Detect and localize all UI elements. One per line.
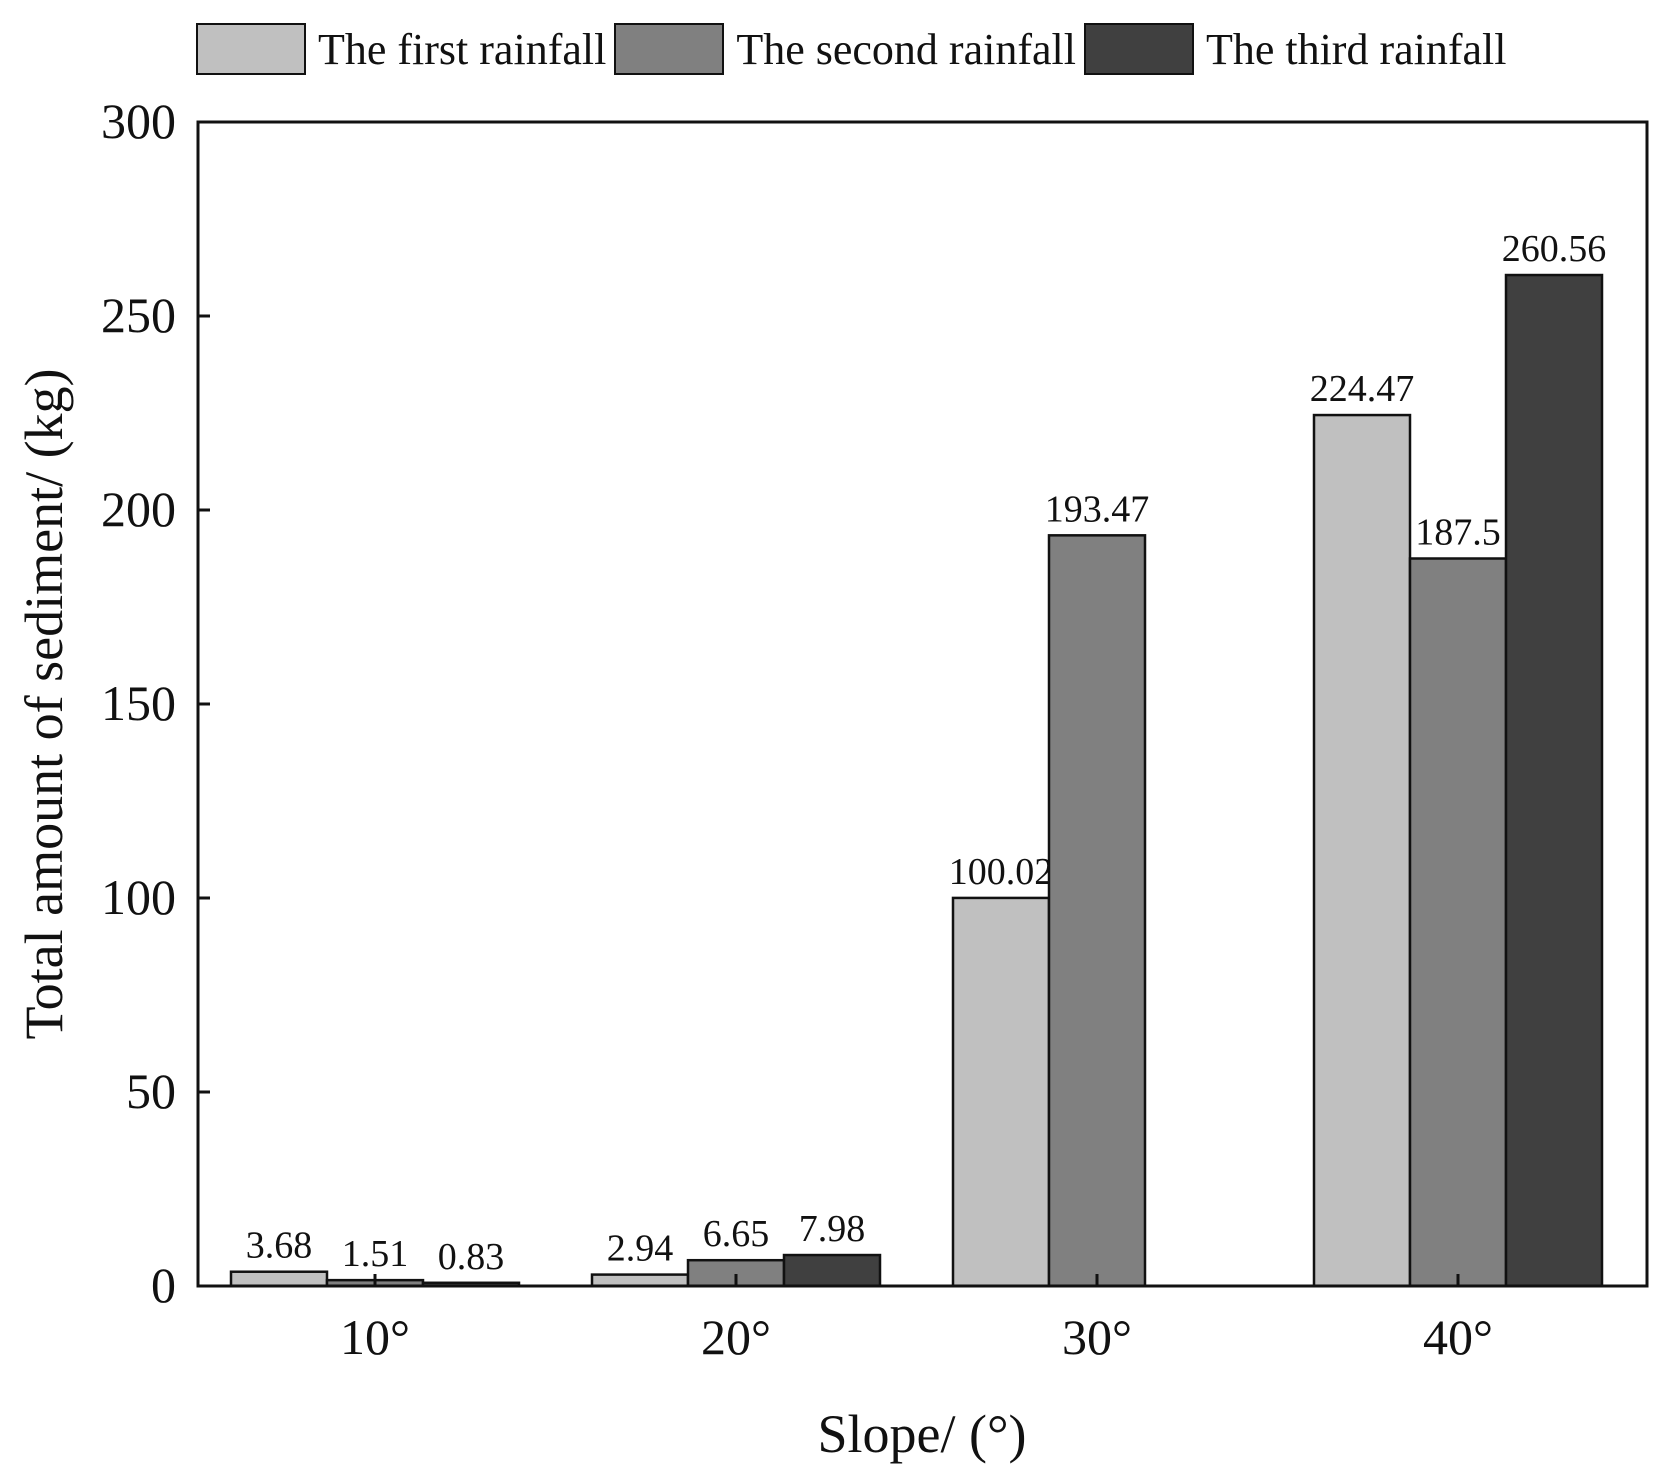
data-label-2-2: 6.65 — [703, 1213, 770, 1255]
bars-layer: 3.68 1.51 0.83 2.94 6.65 7.98 100.02 193.47 224.… — [229, 228, 1607, 1288]
legend-label-second-rainfall: The second rainfall — [736, 24, 1076, 74]
data-label-3-1: 0.83 — [438, 1236, 505, 1278]
legend-item-first-rainfall: The first rainfall — [196, 20, 614, 78]
bar-3-4 — [1504, 273, 1604, 1288]
bar-2-4 — [1408, 557, 1508, 1288]
legend-label-third-rainfall: The third rainfall — [1205, 24, 1507, 74]
data-label-1-3: 100.02 — [949, 851, 1054, 893]
bar-3-2 — [782, 1253, 882, 1288]
y-tick-label: 50 — [126, 1063, 176, 1119]
y-tick-label: 300 — [101, 93, 176, 149]
y-tick-label: 250 — [101, 287, 176, 343]
legend-label-first-rainfall: The first rainfall — [318, 24, 607, 74]
bar-1-4 — [1312, 413, 1412, 1288]
data-label-1-2: 2.94 — [607, 1228, 674, 1270]
x-axis-label: Slope/ (°) — [817, 1404, 1026, 1464]
x-tick-label: 20° — [701, 1309, 771, 1365]
data-label-3-2: 7.98 — [799, 1208, 866, 1250]
legend-item-third-rainfall: The third rainfall — [1083, 20, 1515, 78]
x-tick-label: 30° — [1062, 1309, 1132, 1365]
data-label-1-1: 3.68 — [246, 1225, 313, 1267]
x-tick-label: 40° — [1423, 1309, 1493, 1365]
bar-1-2 — [590, 1273, 690, 1288]
plot-frame — [196, 120, 1649, 1288]
y-axis-label: Total amount of sediment/ (kg) — [14, 368, 74, 1039]
y-tick-label: 100 — [101, 869, 176, 925]
ticks-layer: 10° 20° 30° 40° 0 50 100 150 200 250 300 — [101, 93, 1493, 1365]
bar-2-3 — [1047, 534, 1147, 1288]
legend-swatch-first-rainfall — [196, 23, 306, 75]
x-tick-label: 10° — [340, 1309, 410, 1365]
data-label-1-4: 224.47 — [1310, 368, 1415, 410]
y-tick-label: 0 — [151, 1257, 176, 1313]
y-tick-label: 200 — [101, 481, 176, 537]
bar-1-3 — [951, 896, 1051, 1288]
bar-1-1 — [229, 1270, 329, 1288]
legend-swatch-third-rainfall — [1083, 23, 1194, 75]
legend-item-second-rainfall: The second rainfall — [614, 20, 1084, 78]
data-label-2-4: 187.5 — [1415, 512, 1501, 554]
legend: The first rainfall The second rainfall T… — [196, 20, 1515, 78]
legend-swatch-second-rainfall — [614, 23, 725, 75]
data-label-2-3: 193.47 — [1045, 488, 1150, 530]
y-tick-label: 150 — [101, 675, 176, 731]
data-label-3-4: 260.56 — [1502, 228, 1607, 270]
data-label-2-1: 1.51 — [342, 1233, 409, 1275]
